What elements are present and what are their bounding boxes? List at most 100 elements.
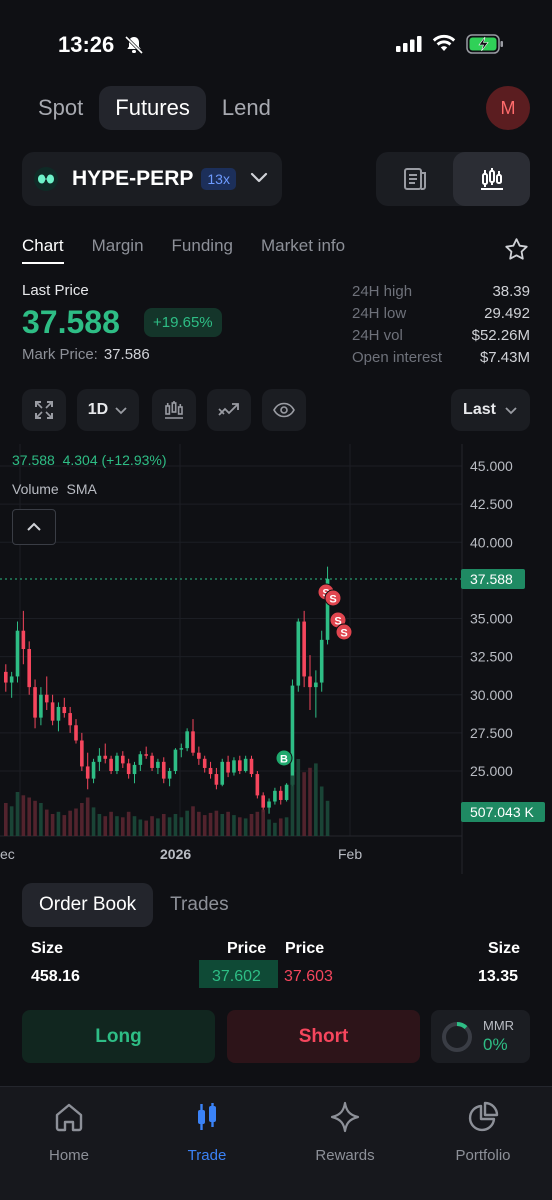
tab-margin[interactable]: Margin bbox=[91, 236, 144, 255]
tab-chart[interactable]: Chart bbox=[22, 236, 64, 264]
market-type-tabs: Spot Futures Lend bbox=[22, 86, 287, 130]
volume-tag-label: 507.043 K bbox=[470, 804, 534, 820]
volume-bar bbox=[109, 811, 113, 836]
bid-price-header: Price bbox=[227, 940, 267, 957]
tab-trades[interactable]: Trades bbox=[170, 894, 229, 915]
avatar[interactable]: M bbox=[486, 86, 530, 130]
candle bbox=[290, 685, 295, 785]
tab-futures[interactable]: Futures bbox=[99, 86, 206, 130]
short-button[interactable]: Short bbox=[227, 1010, 420, 1063]
volume-bar bbox=[296, 759, 301, 836]
volume-bar bbox=[179, 817, 184, 836]
nav-portfolio[interactable]: Portfolio bbox=[428, 1097, 538, 1164]
y-tick-label: 27.500 bbox=[470, 725, 513, 741]
volume-bar bbox=[27, 797, 31, 836]
interval-select[interactable]: 1D bbox=[77, 389, 139, 431]
bid-size-header: Size bbox=[31, 940, 64, 957]
candle bbox=[91, 761, 96, 779]
candle bbox=[97, 755, 102, 762]
candle bbox=[50, 702, 55, 721]
candle bbox=[296, 621, 301, 686]
volume-bar bbox=[150, 816, 154, 836]
trade-marker-label: S bbox=[334, 616, 341, 628]
visibility-button[interactable] bbox=[262, 389, 306, 431]
star-favorite-icon[interactable] bbox=[503, 236, 530, 268]
tab-funding[interactable]: Funding bbox=[171, 236, 233, 255]
tab-order-book[interactable]: Order Book bbox=[22, 883, 154, 927]
volume-bar bbox=[167, 817, 172, 836]
volume-bar bbox=[302, 772, 306, 836]
last-price-value: 37.588 bbox=[22, 304, 120, 340]
nav-trade-label: Trade bbox=[187, 1147, 227, 1164]
price-source-select[interactable]: Last bbox=[451, 389, 530, 431]
battery-charging-icon bbox=[466, 34, 504, 59]
chart-type-button[interactable] bbox=[152, 389, 196, 431]
candle bbox=[173, 749, 178, 771]
volume-bar bbox=[9, 806, 14, 836]
volume-bar bbox=[319, 786, 324, 836]
y-tick-label: 40.000 bbox=[470, 534, 513, 550]
candle bbox=[232, 760, 236, 773]
nav-rewards[interactable]: Rewards bbox=[290, 1097, 400, 1164]
candle bbox=[15, 630, 20, 677]
long-button[interactable]: Long bbox=[22, 1010, 215, 1063]
leverage-badge: 13x bbox=[201, 168, 236, 190]
volume-bar bbox=[97, 814, 102, 836]
volume-bar bbox=[4, 803, 8, 836]
volume-bar bbox=[50, 814, 55, 836]
nav-trade[interactable]: Trade bbox=[152, 1097, 262, 1164]
bid-price-value[interactable]: 37.602 bbox=[212, 968, 261, 985]
candle bbox=[314, 682, 318, 688]
bid-depth-bar bbox=[199, 960, 278, 988]
ask-size-value: 13.35 bbox=[478, 968, 519, 985]
volume-bar bbox=[232, 815, 236, 836]
candle bbox=[144, 754, 148, 756]
stat-value: 29.492 bbox=[484, 304, 530, 322]
trend-icon bbox=[218, 403, 239, 416]
candle bbox=[308, 676, 312, 688]
interval-value: 1D bbox=[87, 401, 109, 418]
stat-value: $7.43M bbox=[479, 348, 530, 366]
candles-icon bbox=[165, 401, 183, 419]
volume-bar bbox=[33, 800, 37, 836]
nav-home[interactable]: Home bbox=[14, 1097, 124, 1164]
eye-icon bbox=[273, 402, 295, 418]
last-price-tag-label: 37.588 bbox=[470, 571, 513, 587]
price-chart[interactable]: 45.000 42.500 40.000 35.000 32.500 30.000 27.5… bbox=[0, 444, 552, 874]
volume-bar bbox=[56, 811, 61, 836]
candle bbox=[191, 731, 195, 753]
ask-price-header: Price bbox=[285, 940, 325, 957]
sparkle-icon bbox=[330, 1101, 360, 1133]
pair-selector[interactable]: HYPE-PERP 13x bbox=[22, 152, 282, 206]
volume-bar bbox=[261, 809, 265, 836]
volume-bar bbox=[255, 811, 260, 836]
chart-view-button[interactable] bbox=[453, 152, 530, 206]
mmr-value: 0% bbox=[483, 1035, 508, 1054]
mmr-indicator[interactable]: MMR 0% bbox=[431, 1010, 530, 1063]
y-tick-label: 25.000 bbox=[470, 763, 513, 779]
stat-label: Open interest bbox=[352, 348, 443, 366]
orderbook-view-button[interactable] bbox=[376, 152, 453, 206]
orderbook-tabs: Order Book Trades bbox=[22, 883, 246, 927]
volume-bar bbox=[74, 808, 78, 836]
volume-bar bbox=[308, 767, 312, 836]
candle bbox=[4, 671, 8, 683]
volume-bar bbox=[191, 806, 195, 836]
collapse-legend-button[interactable] bbox=[12, 509, 56, 545]
stat-row: Open interest $7.43M bbox=[352, 346, 530, 368]
fullscreen-button[interactable] bbox=[22, 389, 66, 431]
ask-price-value[interactable]: 37.603 bbox=[284, 968, 333, 985]
tab-market-info[interactable]: Market info bbox=[260, 236, 346, 255]
bell-muted-icon bbox=[124, 35, 144, 60]
indicators-button[interactable] bbox=[207, 389, 251, 431]
stat-value: $52.26M bbox=[471, 326, 530, 344]
candle bbox=[214, 774, 219, 785]
candle bbox=[109, 758, 113, 771]
candles-icon bbox=[198, 1103, 216, 1130]
tab-lend[interactable]: Lend bbox=[221, 95, 271, 120]
tab-spot[interactable]: Spot bbox=[38, 95, 84, 120]
y-tick-label: 30.000 bbox=[470, 687, 513, 703]
volume-bar bbox=[44, 809, 49, 836]
trade-marker-label: B bbox=[280, 754, 288, 766]
y-tick-label: 35.000 bbox=[470, 611, 513, 627]
